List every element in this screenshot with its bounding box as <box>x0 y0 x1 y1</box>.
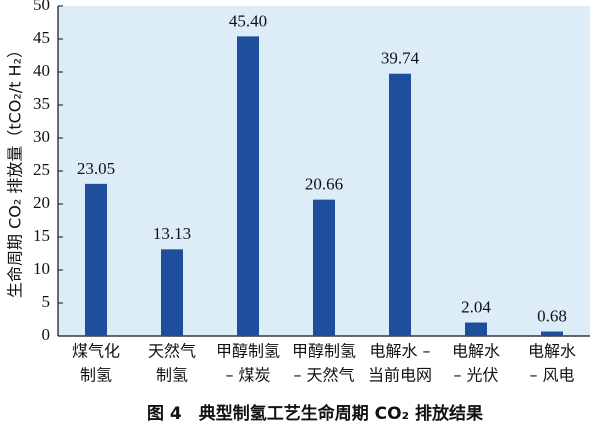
x-tick-label: 当前电网 <box>368 366 432 385</box>
bar <box>161 249 183 336</box>
x-tick-label: 天然气 <box>148 342 196 361</box>
x-tick-label: 甲醇制氢 <box>292 342 356 361</box>
value-label: 2.04 <box>461 297 491 316</box>
value-label: 23.05 <box>77 159 115 178</box>
x-tick-label: 甲醇制氢 <box>216 342 280 361</box>
x-tick-label: 煤气化 <box>72 342 120 361</box>
y-tick-label: 30 <box>33 127 50 146</box>
bar <box>465 322 487 336</box>
bar <box>237 36 259 337</box>
x-tick-label: – 煤炭 <box>225 366 270 385</box>
value-label: 13.13 <box>153 224 191 243</box>
x-tick-label: 制氢 <box>80 366 112 385</box>
y-tick-label: 35 <box>33 94 50 113</box>
y-tick-label: 5 <box>42 292 51 311</box>
x-tick-label: 电解水 <box>528 342 576 361</box>
value-label: 20.66 <box>305 175 343 194</box>
y-tick-label: 15 <box>33 226 50 245</box>
x-tick-label: – 天然气 <box>293 366 354 385</box>
y-tick-label: 40 <box>33 61 50 80</box>
y-tick-label: 10 <box>33 259 50 278</box>
bar <box>313 199 335 336</box>
y-tick-label: 0 <box>42 325 51 344</box>
bar <box>85 183 107 336</box>
x-tick-label: – 光伏 <box>453 366 498 385</box>
x-tick-label: – 风电 <box>529 366 574 385</box>
y-tick-label: 50 <box>33 0 50 14</box>
x-tick-label: 电解水 – <box>369 342 430 361</box>
y-tick-label: 20 <box>33 193 50 212</box>
y-tick-label: 45 <box>33 28 50 47</box>
value-label: 45.40 <box>229 11 267 30</box>
bar <box>541 331 563 336</box>
y-axis-label: 生命周期 CO₂ 排放量（tCO₂/t H₂） <box>6 42 25 298</box>
x-tick-label: 制氢 <box>156 366 188 385</box>
value-label: 0.68 <box>537 306 567 325</box>
bar <box>389 73 411 336</box>
y-tick-label: 25 <box>33 160 50 179</box>
x-tick-label: 电解水 <box>452 342 500 361</box>
caption: 图 4 典型制氢工艺生命周期 CO₂ 排放结果 <box>147 403 483 424</box>
value-label: 39.74 <box>381 49 420 68</box>
